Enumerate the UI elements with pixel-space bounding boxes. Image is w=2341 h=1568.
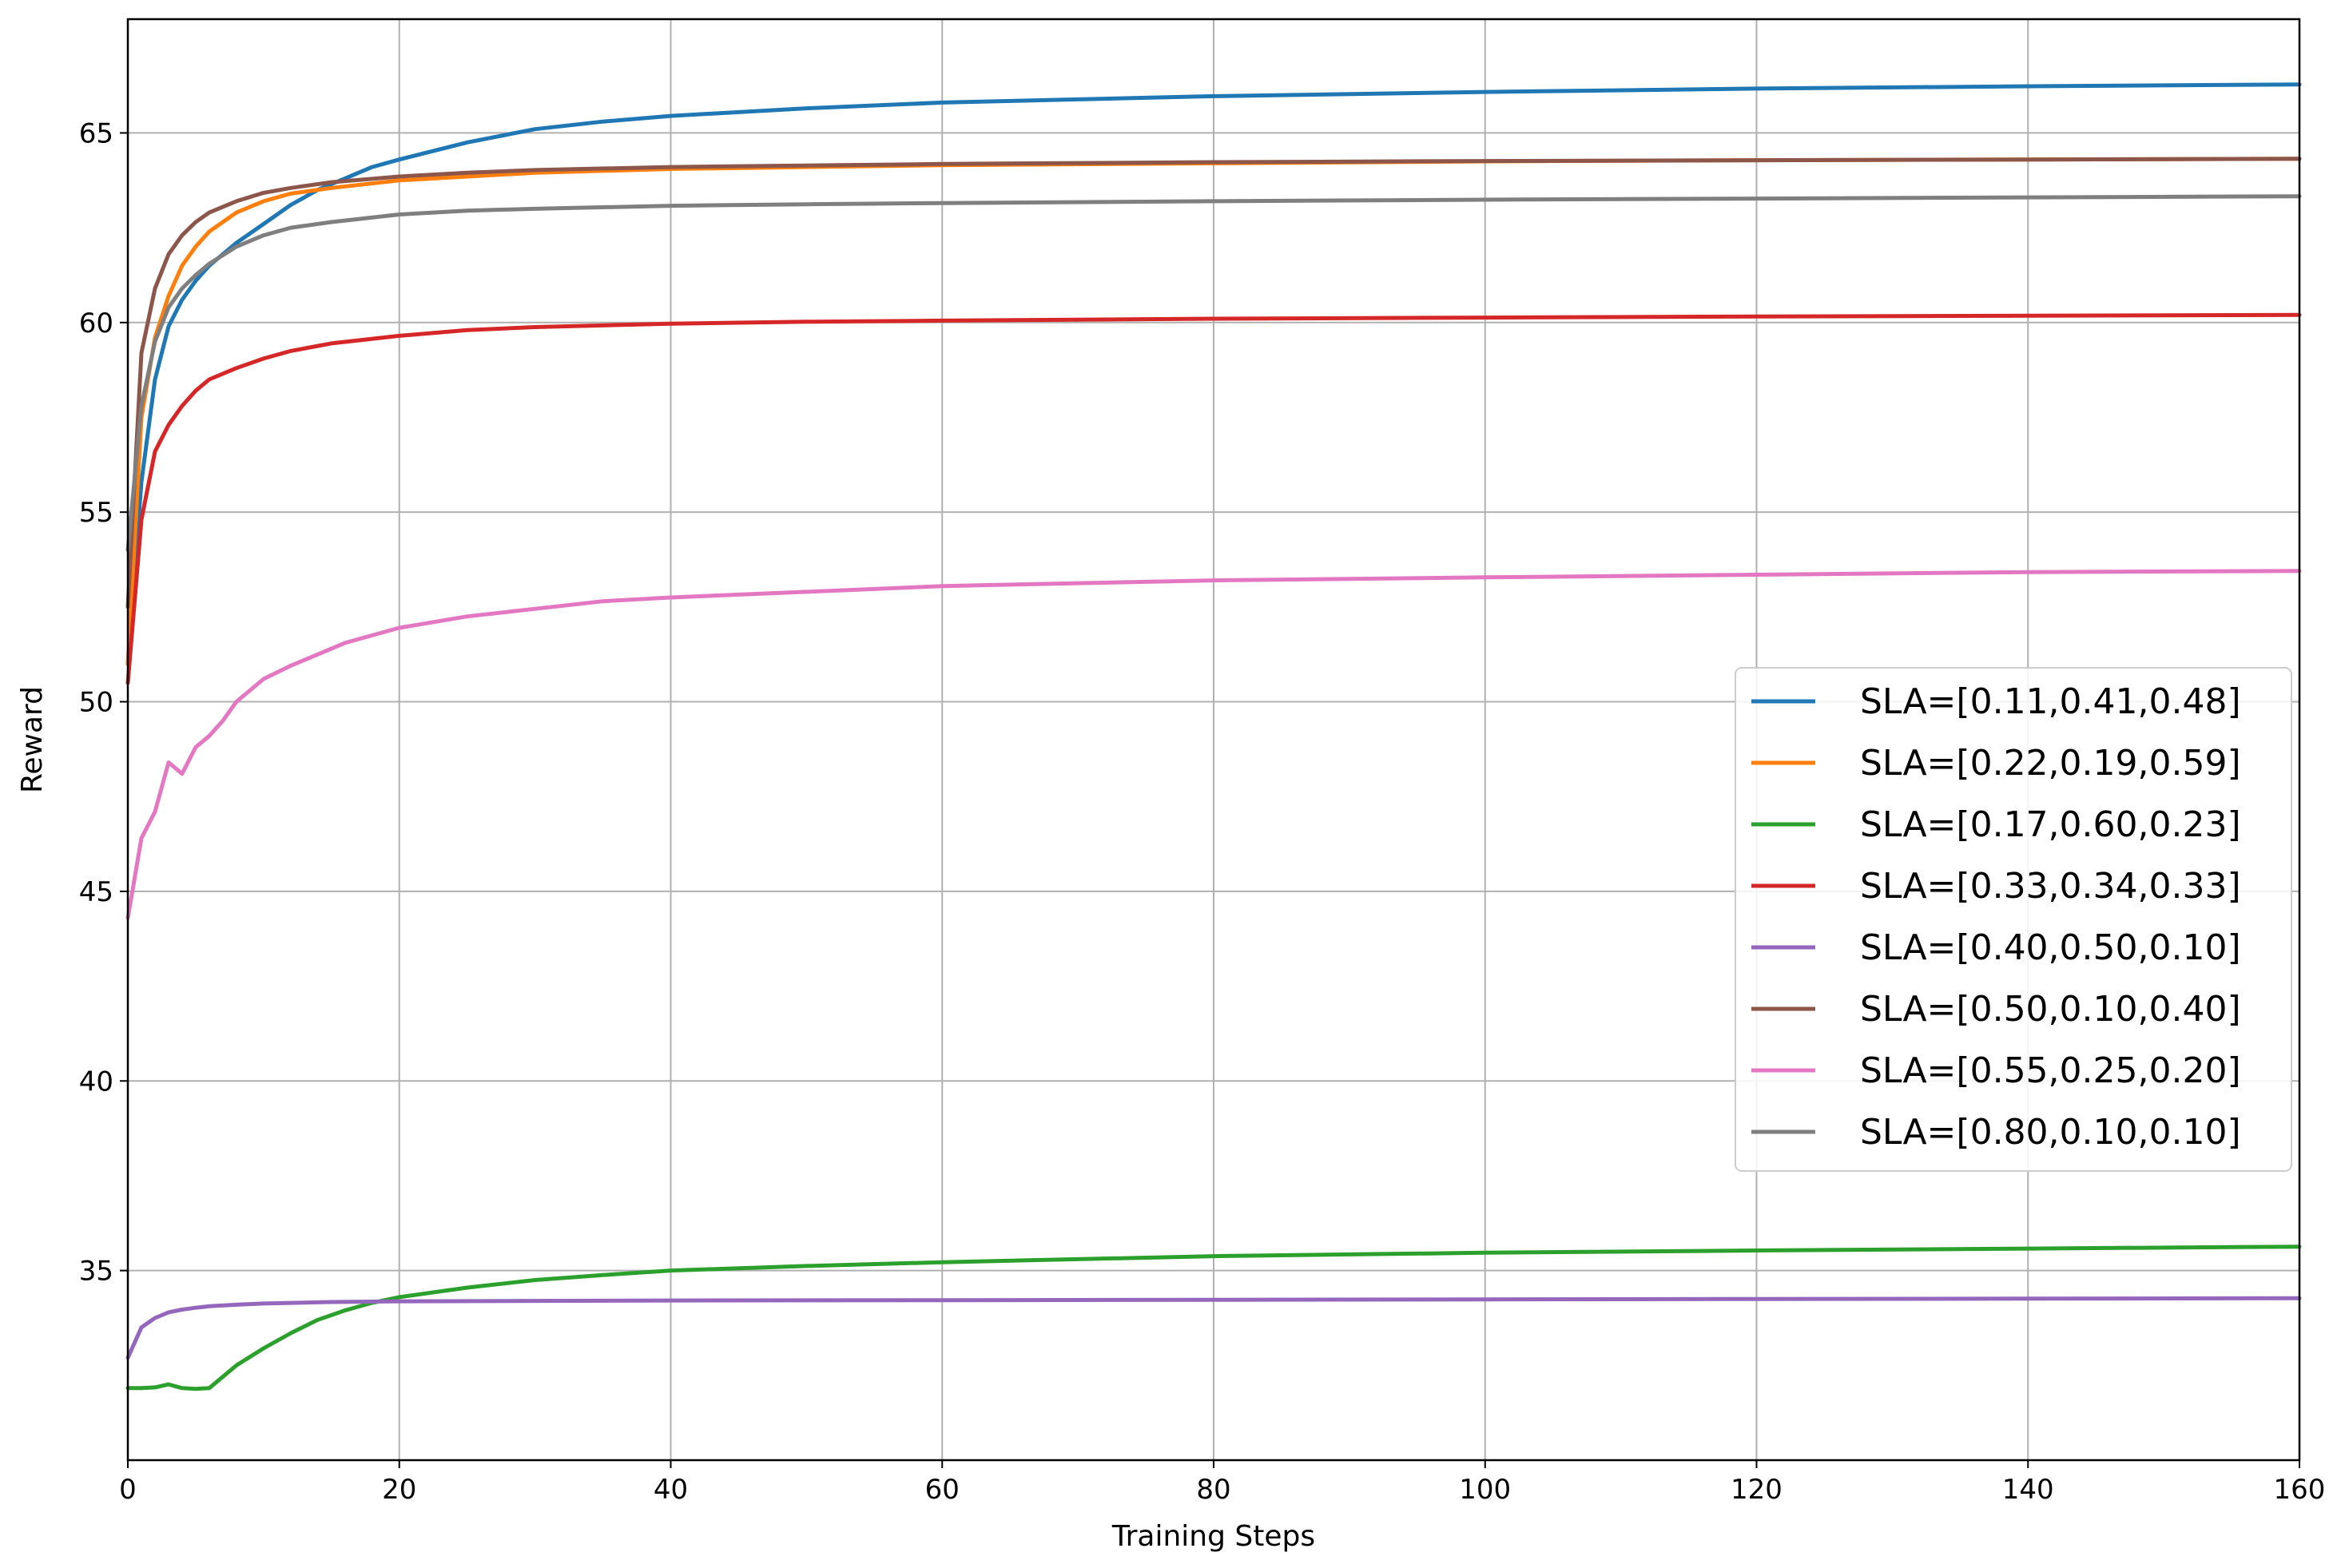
series-line-3 xyxy=(125,1244,2302,1391)
x-axis-label: Training Steps xyxy=(1111,1520,1315,1553)
x-tick-label: 40 xyxy=(654,1474,688,1506)
y-tick-label: 35 xyxy=(79,1256,113,1288)
legend-entry-label: SLA=[0.22,0.19,0.59] xyxy=(1860,743,2241,784)
y-tick-label: 40 xyxy=(79,1066,113,1098)
y-tick-label: 65 xyxy=(79,117,113,149)
y-tick-label: 50 xyxy=(79,687,113,719)
series-line-8 xyxy=(125,194,2302,553)
x-tick-label: 160 xyxy=(2274,1474,2326,1506)
legend-entry-label: SLA=[0.50,0.10,0.40] xyxy=(1860,989,2241,1030)
legend-entry-label: SLA=[0.33,0.34,0.33] xyxy=(1860,866,2241,907)
series-line-7 xyxy=(125,569,2302,920)
y-tick-label: 60 xyxy=(79,308,113,339)
axis-ticks: 0 20 40 60 80 100 120 140 160 35 40 45 50 55 60 65 xyxy=(79,117,2326,1506)
series-line-4 xyxy=(125,312,2302,685)
series-line-6 xyxy=(125,157,2302,609)
y-tick-label: 45 xyxy=(79,876,113,908)
legend-entry-label: SLA=[0.17,0.60,0.23] xyxy=(1860,804,2241,845)
y-axis-label: Reward xyxy=(16,686,49,793)
legend-box xyxy=(1735,667,2292,1172)
x-tick-label: 20 xyxy=(382,1474,416,1506)
x-tick-label: 60 xyxy=(925,1474,960,1506)
y-tick-label: 55 xyxy=(79,497,113,529)
x-tick-label: 120 xyxy=(1731,1474,1783,1506)
series-line-1 xyxy=(125,82,2302,666)
series-line-5 xyxy=(125,1296,2302,1360)
x-tick-label: 0 xyxy=(119,1474,137,1506)
series-lines xyxy=(125,82,2302,1391)
legend-entry-label: SLA=[0.80,0.10,0.10] xyxy=(1860,1112,2241,1153)
legend-entry-label: SLA=[0.55,0.25,0.20] xyxy=(1860,1050,2241,1091)
x-tick-label: 100 xyxy=(1459,1474,1511,1506)
x-tick-label: 140 xyxy=(2002,1474,2054,1506)
legend-entry-label: SLA=[0.40,0.50,0.10] xyxy=(1860,927,2241,968)
legend: SLA=[0.11,0.41,0.48] SLA=[0.22,0.19,0.59]… xyxy=(1735,667,2292,1172)
legend-entry-label: SLA=[0.11,0.41,0.48] xyxy=(1860,681,2241,722)
x-tick-label: 80 xyxy=(1196,1474,1230,1506)
